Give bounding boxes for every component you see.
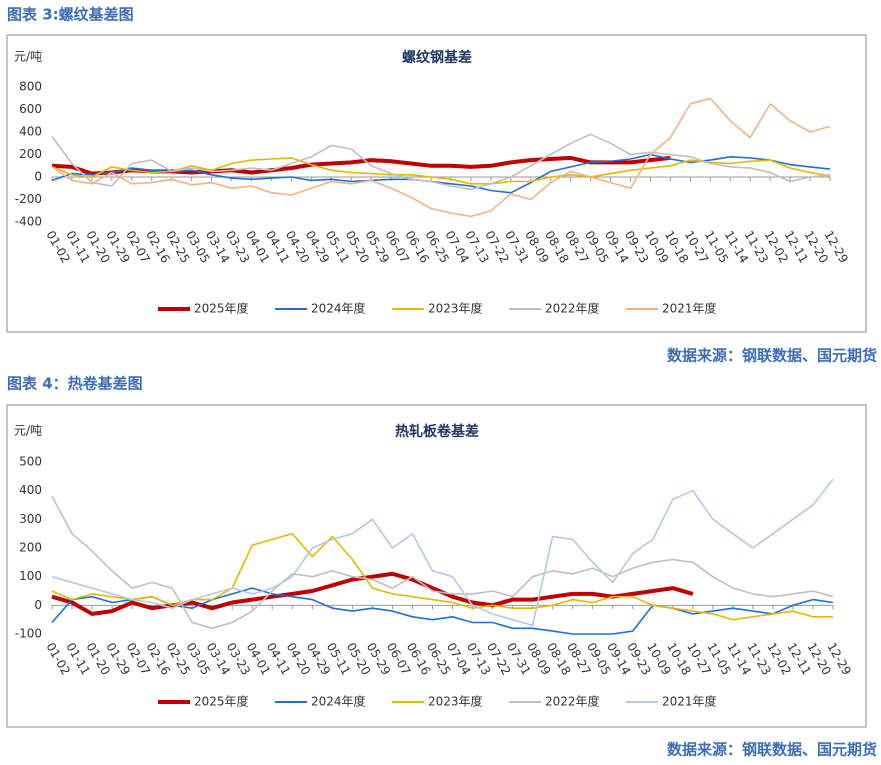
legend-label: 2023年度 (428, 694, 483, 709)
series-line (51, 155, 671, 176)
legend-label: 2021年度 (662, 301, 717, 316)
y-tick-label: -400 (15, 215, 42, 229)
y-tick-label: 200 (19, 147, 42, 161)
chart-frame (6, 404, 867, 728)
series-line (51, 133, 831, 191)
legend-label: 2021年度 (662, 694, 717, 709)
y-tick-label: 600 (19, 102, 42, 116)
y-tick-label: 0 (34, 598, 42, 612)
source: 数据来源：钢联数据、国元期货 (667, 741, 877, 759)
y-axis-label: 元/吨 (14, 50, 42, 64)
series-line (51, 478, 834, 627)
chart-title: 热轧板卷基差 (395, 423, 479, 440)
y-tick-label: 400 (19, 125, 42, 139)
y-tick-label: 300 (19, 512, 42, 526)
y-tick-label: -100 (15, 627, 42, 641)
series-line (51, 97, 831, 218)
series-line (51, 496, 834, 630)
source: 数据来源：钢联数据、国元期货 (667, 347, 877, 365)
y-axis-label: 元/吨 (14, 424, 42, 438)
y-tick-label: 500 (19, 455, 42, 469)
series-line (51, 157, 831, 185)
y-tick-label: 800 (19, 80, 42, 94)
legend-label: 2025年度 (194, 694, 249, 709)
caption: 图表 3:螺纹基差图 (7, 6, 134, 24)
y-tick-label: -200 (15, 192, 42, 206)
y-tick-label: 400 (19, 483, 42, 497)
legend-label: 2025年度 (194, 301, 249, 316)
legend-label: 2024年度 (311, 301, 366, 316)
chart-title: 螺纹钢基差 (402, 49, 472, 66)
legend-label: 2022年度 (545, 301, 600, 316)
legend-label: 2022年度 (545, 694, 600, 709)
series-line (51, 532, 833, 621)
legend-label: 2023年度 (428, 301, 483, 316)
legend-label: 2024年度 (311, 694, 366, 709)
y-tick-label: 200 (19, 541, 42, 555)
y-tick-label: 100 (19, 569, 42, 583)
y-tick-label: 0 (34, 170, 42, 184)
series-line (51, 571, 694, 616)
caption: 图表 4：热卷基差图 (7, 375, 143, 393)
